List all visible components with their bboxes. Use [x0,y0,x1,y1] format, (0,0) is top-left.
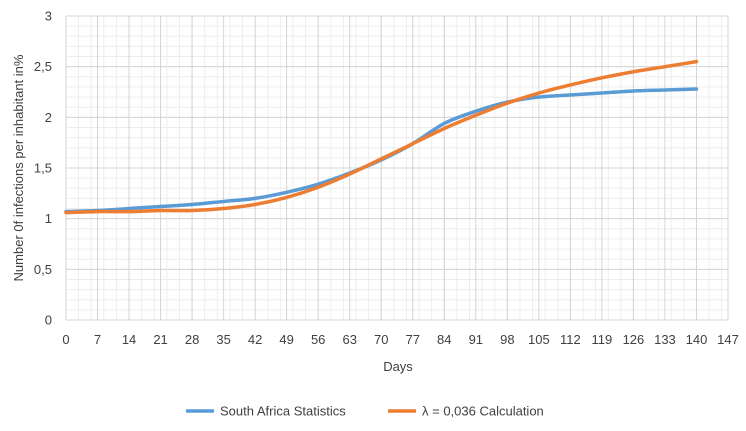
x-tick-label: 77 [406,332,420,347]
x-tick-label: 14 [122,332,136,347]
legend: South Africa Statistics λ = 0,036 Calcula… [186,404,544,419]
y-axis-title: Number 0f infections per inhabitant in% [11,54,26,281]
x-axis-title: Days [383,359,413,374]
y-tick-label: 1 [45,211,52,226]
x-tick-label: 0 [62,332,69,347]
x-tick-label: 112 [560,332,581,347]
y-tick-label: 1,5 [34,161,52,176]
y-tick-label: 0,5 [34,262,52,277]
x-tick-label: 42 [248,332,262,347]
x-tick-label: 147 [717,332,739,347]
x-tick-label: 63 [342,332,356,347]
y-axis-ticks: 0 0,5 1 1,5 2 2,5 3 [34,9,52,328]
legend-label: South Africa Statistics [220,404,346,419]
x-tick-label: 84 [437,332,451,347]
x-tick-label: 126 [623,332,645,347]
x-tick-label: 133 [654,332,676,347]
series-lines [64,59,699,215]
x-tick-label: 28 [185,332,199,347]
x-tick-label: 91 [469,332,483,347]
x-tick-label: 35 [216,332,230,347]
series-line-calculation [64,59,699,215]
y-tick-label: 3 [45,9,52,24]
x-tick-label: 21 [153,332,167,347]
x-tick-label: 70 [374,332,388,347]
x-tick-label: 98 [500,332,514,347]
major-gridlines [65,15,729,321]
x-tick-label: 7 [94,332,101,347]
y-tick-label: 2 [45,110,52,125]
x-tick-label: 119 [592,332,613,347]
x-tick-label: 49 [279,332,293,347]
y-tick-label: 0 [45,313,52,328]
legend-label: λ = 0,036 Calculation [422,404,544,419]
x-axis-ticks: 0 7 14 21 28 35 42 49 56 63 70 77 84 91 98 105 112 119 126… [62,332,738,347]
x-tick-label: 56 [311,332,325,347]
y-tick-label: 2,5 [34,59,52,74]
x-tick-label: 105 [528,332,550,347]
x-tick-label: 140 [686,332,708,347]
